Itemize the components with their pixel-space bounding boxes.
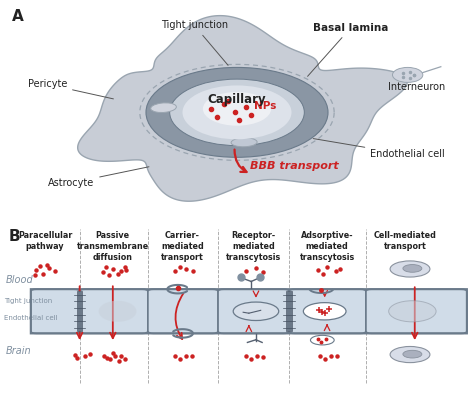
Text: Paracellular
pathway: Paracellular pathway: [18, 231, 72, 251]
FancyBboxPatch shape: [148, 289, 218, 334]
Circle shape: [203, 92, 271, 126]
Text: Carrier-
mediated
transport: Carrier- mediated transport: [161, 231, 204, 262]
Ellipse shape: [151, 103, 176, 112]
Text: Passive
transmembrane
diffusion: Passive transmembrane diffusion: [77, 231, 149, 262]
FancyBboxPatch shape: [31, 289, 80, 334]
Circle shape: [303, 303, 346, 320]
Text: Endothelial cell: Endothelial cell: [313, 139, 445, 160]
Text: Tight junction: Tight junction: [4, 298, 52, 304]
Text: NPs: NPs: [254, 101, 276, 111]
FancyBboxPatch shape: [80, 289, 148, 334]
FancyBboxPatch shape: [366, 289, 467, 334]
Circle shape: [390, 347, 430, 363]
FancyBboxPatch shape: [218, 289, 289, 334]
Text: B: B: [9, 229, 20, 244]
Circle shape: [182, 85, 292, 139]
Text: Endothelial cell: Endothelial cell: [4, 315, 57, 321]
Circle shape: [390, 261, 430, 277]
Text: BBB transport: BBB transport: [249, 161, 338, 171]
Text: Cell-mediated
transport: Cell-mediated transport: [374, 231, 437, 251]
Circle shape: [310, 335, 334, 345]
Text: Astrocyte: Astrocyte: [48, 167, 149, 188]
Text: Brain: Brain: [6, 346, 31, 356]
Text: Receptor-
mediated
transcytosis: Receptor- mediated transcytosis: [226, 231, 281, 262]
FancyBboxPatch shape: [286, 291, 292, 331]
Circle shape: [146, 67, 328, 157]
Text: Pericyte: Pericyte: [27, 79, 113, 99]
Circle shape: [233, 302, 279, 321]
FancyBboxPatch shape: [77, 291, 82, 331]
Text: Basal lamina: Basal lamina: [308, 23, 389, 76]
Text: Capillary: Capillary: [208, 93, 266, 106]
Ellipse shape: [389, 301, 436, 322]
Circle shape: [403, 265, 422, 272]
Circle shape: [170, 79, 304, 145]
Text: A: A: [12, 9, 24, 24]
Polygon shape: [78, 15, 407, 201]
Ellipse shape: [231, 138, 257, 147]
Circle shape: [403, 350, 422, 358]
Text: Blood: Blood: [6, 275, 34, 285]
Text: Tight junction: Tight junction: [161, 20, 228, 65]
Text: Adsorptive-
mediated
transcytosis: Adsorptive- mediated transcytosis: [300, 231, 355, 262]
Circle shape: [392, 67, 423, 82]
FancyBboxPatch shape: [289, 289, 366, 334]
Text: Interneuron: Interneuron: [389, 82, 446, 92]
Ellipse shape: [99, 301, 137, 322]
